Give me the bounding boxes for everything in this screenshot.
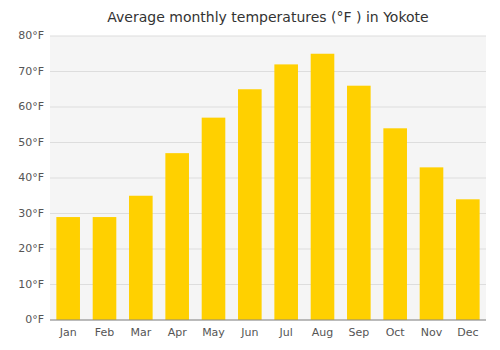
y-tick-label: 20°F — [18, 242, 44, 255]
x-axis: Jan Feb Mar Apr May Jun Jul Aug Sep Oct Nov Dec — [50, 320, 486, 339]
grid-line — [50, 320, 486, 321]
bar — [238, 89, 262, 320]
plot-area — [50, 36, 486, 320]
x-tick-label: Feb — [95, 326, 114, 339]
bar — [383, 128, 407, 320]
grid-line — [50, 107, 486, 108]
grid-line — [50, 36, 486, 37]
grid-line — [50, 71, 486, 72]
bar — [129, 196, 153, 320]
x-tick-label: Oct — [386, 326, 406, 339]
bar — [202, 118, 226, 320]
y-tick-label: 60°F — [18, 100, 44, 113]
grid-line — [50, 142, 486, 143]
x-tick-label: Apr — [168, 326, 188, 339]
y-tick-label: 70°F — [18, 65, 44, 78]
y-tick-label: 40°F — [18, 171, 44, 184]
bar — [56, 217, 80, 320]
y-tick-label: 10°F — [18, 278, 44, 291]
y-tick-label: 0°F — [25, 313, 44, 326]
y-axis: 0°F 10°F 20°F 30°F 40°F 50°F 60°F 70°F 80°F — [18, 29, 44, 326]
x-tick-label: Jun — [240, 326, 258, 339]
chart-title: Average monthly temperatures (°F ) in Yo… — [107, 9, 428, 25]
x-tick-label: Mar — [130, 326, 151, 339]
grid — [50, 36, 486, 320]
x-tick-label: Sep — [348, 326, 369, 339]
x-tick-label: Dec — [457, 326, 478, 339]
bar — [420, 167, 444, 320]
chart-svg: 0°F 10°F 20°F 30°F 40°F 50°F 60°F 70°F 80°F Jan Fe… — [0, 0, 500, 350]
y-tick-label: 50°F — [18, 136, 44, 149]
chart-container: 0°F 10°F 20°F 30°F 40°F 50°F 60°F 70°F 80°F Jan Fe… — [0, 0, 500, 350]
bar — [456, 199, 480, 320]
bar — [347, 86, 371, 320]
y-tick-label: 30°F — [18, 207, 44, 220]
y-tick-label: 80°F — [18, 29, 44, 42]
bar — [165, 153, 189, 320]
bar — [274, 64, 298, 320]
x-tick-label: Nov — [421, 326, 443, 339]
background — [0, 0, 500, 350]
bar — [311, 54, 335, 320]
x-tick-label: Aug — [312, 326, 333, 339]
x-axis-line — [50, 320, 486, 321]
page: {"chart_data": {"type": "bar", "title": … — [0, 0, 500, 350]
bars — [56, 54, 479, 320]
bar — [93, 217, 117, 320]
x-tick-label: May — [202, 326, 225, 339]
x-tick-label: Jan — [59, 326, 77, 339]
x-tick-label: Jul — [279, 326, 293, 339]
